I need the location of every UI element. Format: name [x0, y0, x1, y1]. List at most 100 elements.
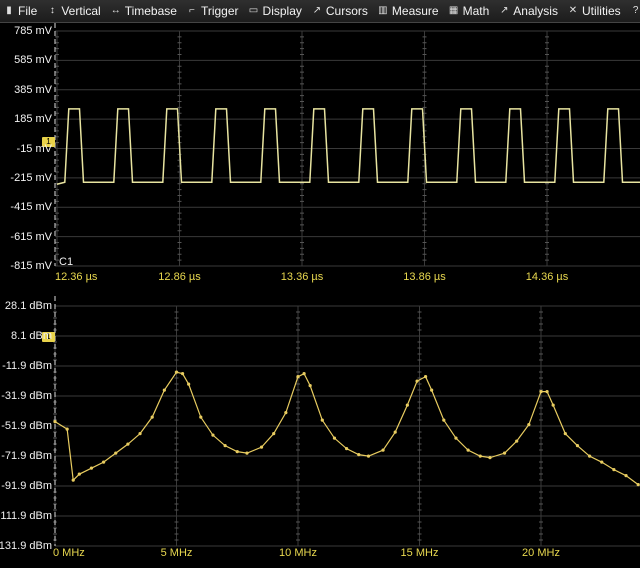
spectrum-point	[454, 436, 458, 440]
spectrum-point	[575, 444, 580, 448]
spectrum-point	[65, 427, 69, 431]
y-axis-label: -111.9 dBm	[0, 510, 52, 522]
x-axis-label: 12.36 µs	[55, 271, 98, 283]
channel-offset-marker[interactable]: 1	[42, 137, 55, 147]
menu-item-trigger[interactable]: ⌐ Trigger	[183, 0, 245, 22]
spectrum-point	[187, 382, 191, 386]
time-domain-plot[interactable]	[0, 23, 640, 287]
x-axis-label: 0 MHz	[53, 547, 85, 559]
time-domain-pane[interactable]: 1 C1 785 mV 585 mV 385 mV 185 mV -15 mV -215 …	[0, 23, 640, 287]
spectrum-point	[308, 384, 312, 388]
spectrum-point	[345, 447, 349, 451]
menu-item-label: File	[18, 4, 38, 18]
x-axis-label: 14.36 µs	[525, 271, 569, 283]
spectrum-point	[415, 379, 419, 383]
spectrum-point	[114, 451, 118, 455]
spectrum-point	[199, 415, 203, 419]
menu-item-label: Display	[262, 4, 302, 18]
x-axis-label: 13.36 µs	[280, 271, 324, 283]
menu-item-label: Analysis	[513, 4, 558, 18]
y-axis-label: -615 mV	[10, 230, 52, 243]
menu-item-vertical[interactable]: ↕ Vertical	[43, 0, 106, 22]
wrench-icon: ✕	[568, 5, 578, 16]
frequency-domain-pane[interactable]: 1 28.1 dBm 8.1 dBm -11.9 dBm -31.9 dBm -51.9…	[0, 296, 640, 568]
y-axis-label: 585 mV	[14, 54, 52, 67]
spectrum-point	[245, 451, 249, 455]
spectrum-point	[551, 403, 555, 407]
spectrum-point	[357, 453, 361, 457]
x-axis-label: 20 MHz	[522, 547, 560, 559]
spectrum-point	[405, 403, 409, 407]
y-axis-label: 8.1 dBm	[11, 330, 52, 342]
horizontal-arrows-icon: ↔	[110, 5, 121, 16]
menu-item-timebase[interactable]: ↔ Timebase	[107, 0, 183, 22]
spectrum-point	[102, 460, 106, 464]
menu-item-file[interactable]: ▮ File	[0, 0, 43, 22]
y-axis-label: 385 mV	[14, 83, 52, 96]
spectrum-point	[53, 420, 57, 424]
square-wave-trace	[56, 108, 640, 186]
spectrum-line	[54, 371, 639, 486]
spectrum-point	[211, 433, 215, 437]
y-axis-label: 185 mV	[14, 113, 52, 126]
y-axis-label: -415 mV	[10, 201, 52, 214]
menu-item-label: Measure	[391, 4, 439, 18]
y-axis-label: -71.9 dBm	[1, 450, 52, 462]
spectrum-point	[502, 451, 507, 455]
spectrum-point	[272, 432, 276, 436]
channel-label: C1	[59, 256, 74, 268]
x-axis-label: 15 MHz	[400, 547, 439, 559]
spectrum-point	[162, 388, 166, 392]
x-axis-label: 5 MHz	[160, 547, 193, 559]
spectrum-point	[488, 456, 492, 460]
spectrum-point	[539, 390, 543, 394]
menu-item-cursors[interactable]: ↗ Cursors	[308, 0, 374, 22]
spectrum-point	[284, 411, 288, 415]
spectrum-point	[150, 415, 154, 419]
spectrum-point	[393, 430, 397, 434]
spectrum-point	[636, 483, 640, 487]
spectrum-point	[563, 432, 567, 436]
spectrum-point	[223, 444, 227, 448]
y-axis-label: -215 mV	[10, 171, 52, 184]
x-axis-label: 10 MHz	[279, 547, 317, 559]
spectrum-point	[423, 375, 428, 379]
spectrum-offset-marker[interactable]: 1	[42, 332, 55, 342]
spectrum-point	[442, 418, 446, 422]
spectrum-point	[527, 423, 531, 427]
spectrum-point	[624, 474, 628, 478]
menu-item-display[interactable]: ▭ Display	[245, 0, 308, 22]
math-icon: ▦	[448, 5, 459, 16]
spectrum-point	[430, 388, 434, 392]
vertical-arrows-icon: ↕	[49, 5, 55, 16]
y-axis-label: -11.9 dBm	[2, 360, 52, 372]
menu-bar: ▮ File ↕ Vertical ↔ Timebase ⌐ Trigger ▭ Display ↗…	[0, 0, 640, 23]
menu-item-math[interactable]: ▦ Math	[445, 0, 496, 22]
spectrum-point	[588, 454, 592, 458]
spectrum-plot[interactable]	[0, 296, 640, 568]
menu-item-measure[interactable]: ▥ Measure	[374, 0, 445, 22]
spectrum-point	[320, 418, 324, 422]
analysis-icon: ↗	[500, 5, 509, 16]
spectrum-point	[89, 466, 94, 470]
trigger-icon: ⌐	[189, 5, 195, 16]
menu-item-analysis[interactable]: ↗ Analysis	[495, 0, 564, 22]
menu-item-utilities[interactable]: ✕ Utilities	[564, 0, 627, 22]
x-axis-label: 13.86 µs	[403, 271, 446, 283]
spectrum-point	[138, 432, 142, 436]
spectrum-point	[366, 454, 371, 458]
spectrum-point	[71, 478, 75, 482]
spectrum-point	[515, 439, 519, 443]
help-icon: ?	[632, 5, 639, 16]
spectrum-point	[296, 375, 300, 379]
spectrum-point	[466, 448, 470, 452]
y-axis-label: -15 mV	[16, 142, 52, 155]
spectrum-point	[235, 450, 239, 454]
menu-item-sup[interactable]: ?Sup	[627, 0, 640, 22]
spectrum-point	[332, 436, 337, 440]
spectrum-point	[478, 454, 482, 458]
display-icon: ▭	[248, 5, 259, 16]
y-axis-label: -31.9 dBm	[1, 390, 52, 402]
y-axis-label: -815 mV	[10, 260, 52, 272]
spectrum-point	[600, 460, 604, 464]
